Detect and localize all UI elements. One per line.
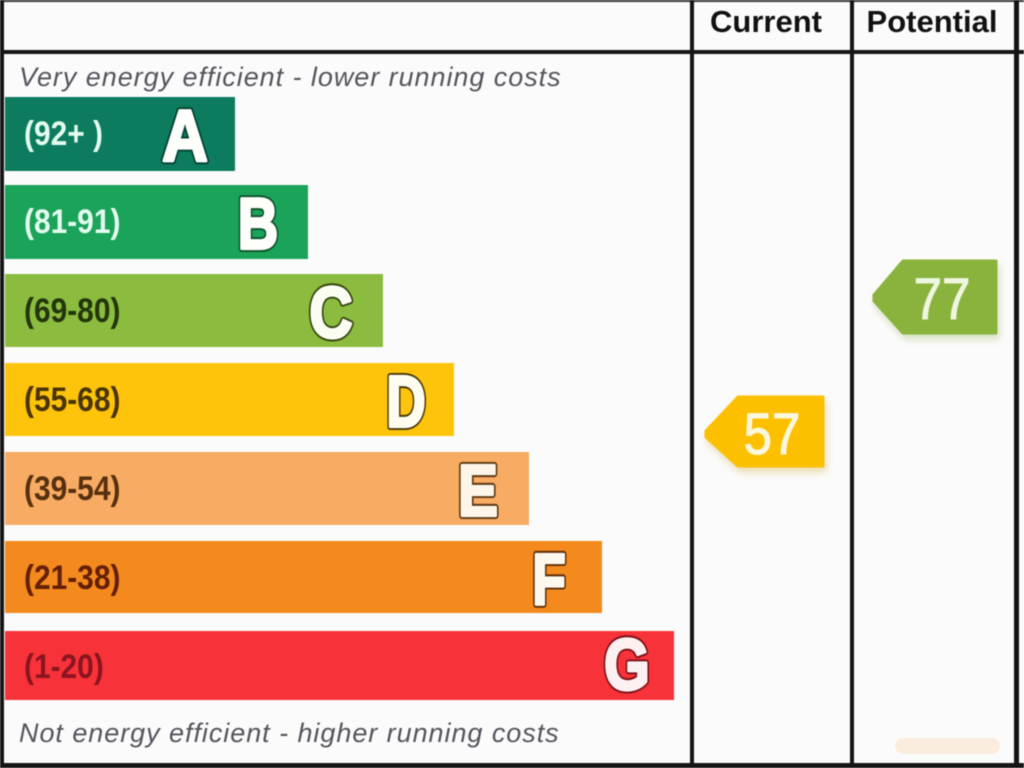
svg-text:A: A (162, 97, 207, 177)
svg-text:Not energy efficient - higher: Not energy efficient - higher running co… (19, 718, 560, 748)
svg-text:E: E (458, 451, 498, 531)
svg-text:(1-20): (1-20) (24, 647, 104, 685)
svg-text:B: B (238, 184, 278, 264)
svg-text:G: G (604, 625, 650, 705)
svg-text:F: F (532, 539, 566, 620)
svg-text:G: G (604, 625, 650, 705)
svg-text:Very energy efficient - lower: Very energy efficient - lower running co… (19, 62, 562, 92)
svg-text:(39-54): (39-54) (24, 469, 120, 507)
svg-text:B: B (238, 184, 278, 264)
svg-text:(81-91): (81-91) (24, 202, 120, 240)
svg-text:57: 57 (744, 402, 801, 467)
svg-text:E: E (458, 451, 498, 531)
svg-text:(21-38): (21-38) (24, 558, 120, 596)
svg-text:Current: Current (710, 4, 822, 39)
svg-text:Potential: Potential (867, 4, 998, 39)
svg-text:(92+ ): (92+ ) (24, 114, 103, 152)
svg-text:C: C (309, 273, 352, 354)
svg-text:C: C (309, 273, 352, 354)
svg-text:77: 77 (914, 267, 971, 332)
svg-text:D: D (386, 361, 425, 442)
svg-text:D: D (386, 361, 425, 442)
svg-text:F: F (532, 539, 566, 620)
svg-text:(55-68): (55-68) (24, 380, 120, 418)
svg-text:A: A (162, 97, 207, 177)
svg-text:(69-80): (69-80) (24, 291, 120, 329)
